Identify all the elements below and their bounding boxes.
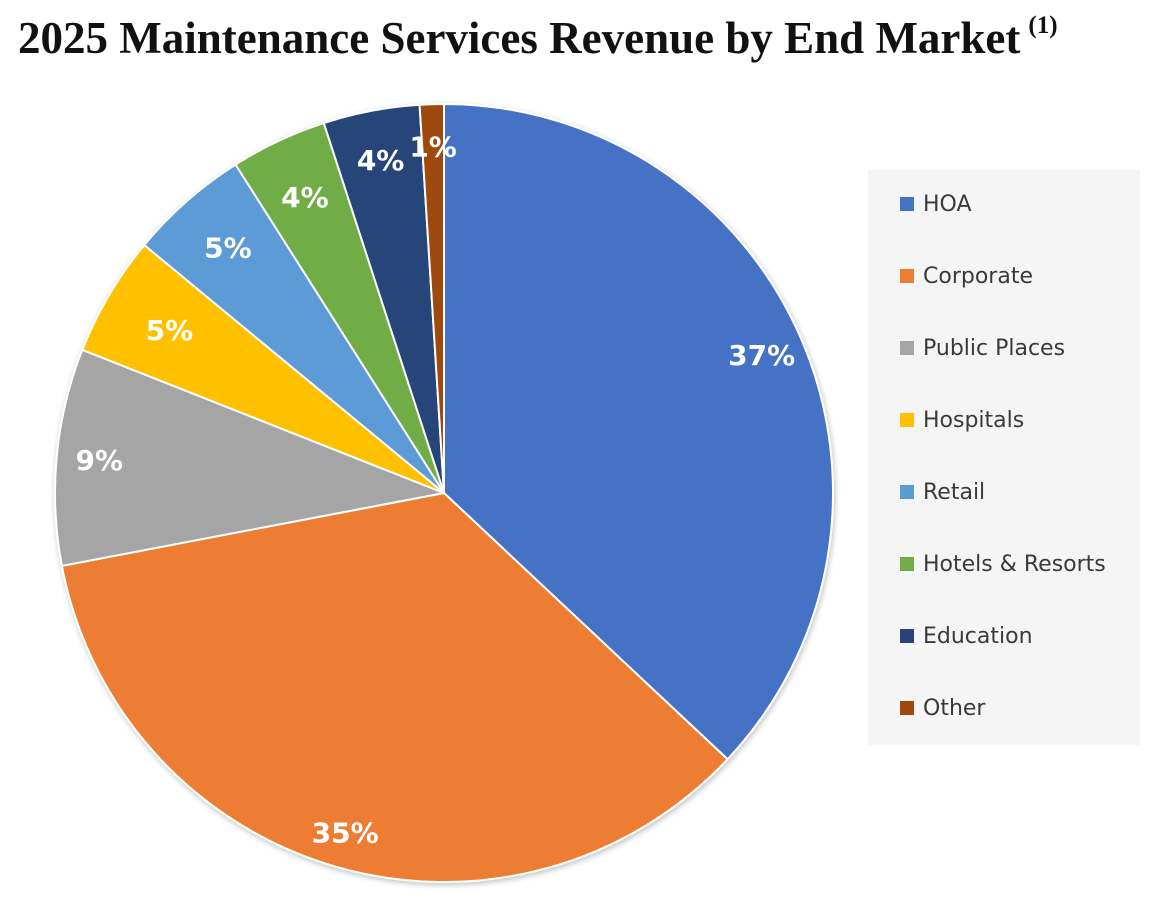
pie-slice-corporate (60, 492, 729, 883)
legend-label: Public Places (923, 335, 1066, 361)
data-label-hospitals: 5% (146, 314, 194, 347)
legend-item-corporate: Corporate (900, 261, 1033, 291)
legend-swatch (900, 629, 914, 643)
legend-swatch (900, 557, 914, 571)
legend-item-hospitals: Hospitals (900, 405, 1024, 435)
pie-slices (54, 103, 834, 883)
data-label-retail: 5% (204, 231, 252, 264)
data-label-corporate: 35% (312, 816, 379, 849)
legend-label: Other (923, 695, 986, 721)
pie-data-labels: 37%35%9%5%5%4%4% 1% (76, 131, 796, 850)
data-label-public-places: 9% (76, 444, 124, 477)
data-label-hoa: 37% (728, 339, 795, 372)
legend-item-other: Other (900, 693, 985, 723)
legend-swatch (900, 413, 914, 427)
chart-title-text: 2025 Maintenance Services Revenue by End… (18, 13, 1021, 63)
data-label-education: 4% (357, 144, 405, 177)
legend-label: Hotels & Resorts (923, 551, 1106, 577)
legend-swatch (900, 269, 914, 283)
legend-swatch (900, 341, 914, 355)
legend-item-retail: Retail (900, 477, 985, 507)
legend-swatch (900, 197, 914, 211)
pie-slice-other (418, 103, 445, 494)
legend-swatch (900, 701, 914, 715)
legend-swatch (900, 485, 914, 499)
legend-label: Corporate (923, 263, 1033, 289)
pie-slice-hoa (443, 103, 834, 761)
legend-item-education: Education (900, 621, 1033, 651)
data-label-hotels-and-resorts: 4% (281, 181, 329, 214)
title-footnote-marker: (1) (1028, 12, 1058, 39)
legend-item-hotels-and-resorts: Hotels & Resorts (900, 549, 1106, 579)
legend-label: HOA (923, 191, 972, 217)
legend-item-public-places: Public Places (900, 333, 1065, 363)
data-label-other: 1% (409, 131, 457, 164)
legend-label: Hospitals (923, 407, 1025, 433)
chart-title: 2025 Maintenance Services Revenue by End… (18, 12, 1058, 64)
pie-slice-public-places (54, 348, 445, 567)
legend: HOA Corporate Public Places Hospitals Retail… (868, 170, 1140, 745)
legend-label: Education (923, 623, 1033, 649)
legend-label: Retail (923, 479, 986, 505)
legend-item-hoa: HOA (900, 189, 972, 219)
